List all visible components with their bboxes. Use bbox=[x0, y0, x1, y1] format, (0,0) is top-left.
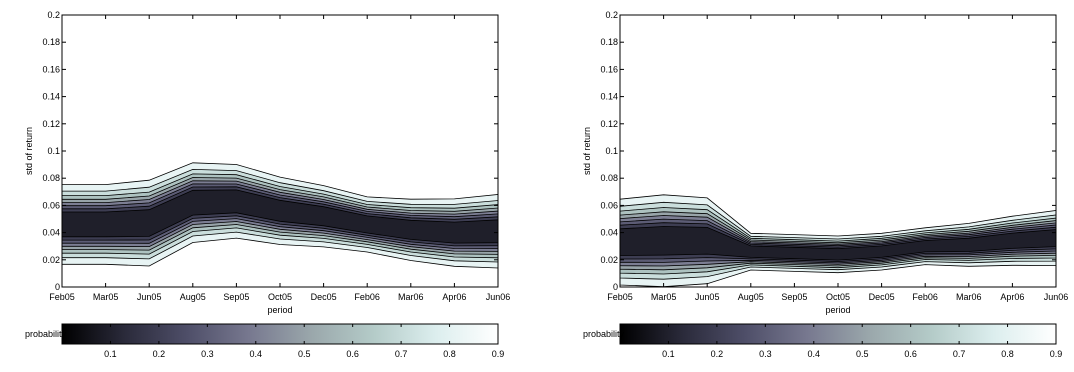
right-y-ticks: 0 0.02 0.04 0.06 0.08 0.1 0.12 0.14 0.16 0.18 0.2 bbox=[600, 10, 1056, 292]
colorbar-tick-label: 0.6 bbox=[346, 349, 359, 359]
x-tick-label: Sep05 bbox=[781, 292, 807, 302]
right-contour-panel: 00.020.040.060.080.10.120.140.160.180.2 … bbox=[582, 10, 1068, 359]
y-tick-label: 0.04 bbox=[600, 228, 618, 238]
colorbar-tick-label: 0.3 bbox=[201, 349, 214, 359]
left-contour-fills bbox=[61, 162, 499, 269]
colorbar-tick-label: 0.9 bbox=[492, 349, 505, 359]
colorbar-tick-label: 0.1 bbox=[104, 349, 117, 359]
left-colorbar-ticks: 0.1 0.2 0.3 0.4 0.5 0.6 0.7 0.8 0.9 bbox=[104, 324, 504, 359]
x-tick-label: Feb06 bbox=[912, 292, 938, 302]
x-tick-label: Mar06 bbox=[956, 292, 982, 302]
y-tick-label: 0.08 bbox=[600, 173, 618, 183]
y-tick-label: 0.2 bbox=[605, 10, 618, 20]
x-tick-label: Mar05 bbox=[651, 292, 677, 302]
colorbar-tick-label: 0.3 bbox=[759, 349, 772, 359]
x-tick-label: Feb05 bbox=[49, 292, 75, 302]
left-colorbar-gradient bbox=[61, 323, 499, 345]
y-tick-label: 0.16 bbox=[42, 64, 60, 74]
y-tick-label: 0.02 bbox=[600, 255, 618, 265]
x-tick-label: Oct05 bbox=[826, 292, 850, 302]
left-y-axis-label: std of return bbox=[24, 127, 34, 175]
y-tick-label: 0.06 bbox=[600, 200, 618, 210]
colorbar-tick-label: 0.5 bbox=[856, 349, 869, 359]
right-x-ticks: Feb05 Mar05 Jun05 Aug05 Sep05 Oct05 Dec05 Feb06… bbox=[607, 15, 1068, 302]
y-tick-label: 0.18 bbox=[600, 37, 618, 47]
colorbar-tick-label: 0.1 bbox=[662, 349, 675, 359]
y-tick-label: 0.14 bbox=[42, 92, 60, 102]
colorbar-tick-label: 0.5 bbox=[298, 349, 311, 359]
colorbar-tick-label: 0.4 bbox=[250, 349, 263, 359]
x-tick-label: Jun06 bbox=[1044, 292, 1069, 302]
colorbar-tick-label: 0.2 bbox=[153, 349, 166, 359]
y-tick-label: 0.06 bbox=[42, 200, 60, 210]
y-tick-label: 0.18 bbox=[42, 37, 60, 47]
y-tick-label: 0.14 bbox=[600, 92, 618, 102]
left-colorbar-label: probability bbox=[25, 329, 67, 339]
x-tick-label: Mar06 bbox=[398, 292, 424, 302]
x-tick-label: Oct05 bbox=[268, 292, 292, 302]
y-tick-label: 0.2 bbox=[47, 10, 60, 20]
x-tick-label: Sep05 bbox=[223, 292, 249, 302]
y-tick-label: 0.04 bbox=[42, 228, 60, 238]
right-colorbar-ticks: 0.1 0.2 0.3 0.4 0.5 0.6 0.7 0.8 0.9 bbox=[662, 324, 1062, 359]
colorbar-tick-label: 0.9 bbox=[1050, 349, 1063, 359]
x-tick-label: Mar05 bbox=[93, 292, 119, 302]
y-tick-label: 0.1 bbox=[605, 146, 618, 156]
x-tick-label: Apr06 bbox=[1000, 292, 1024, 302]
left-contour-panel: 00.020.040.060.080.10.120.140.160.180.2 … bbox=[24, 10, 510, 359]
x-tick-label: Feb05 bbox=[607, 292, 633, 302]
y-tick-label: 0.02 bbox=[42, 255, 60, 265]
colorbar-tick-label: 0.7 bbox=[953, 349, 966, 359]
x-tick-label: Jun06 bbox=[486, 292, 511, 302]
x-tick-label: Aug05 bbox=[738, 292, 764, 302]
left-y-ticks: 0 0.02 0.04 0.06 0.08 0.1 0.12 0.14 0.16 0.18 0.2 bbox=[42, 10, 498, 292]
right-colorbar: probability 0.1 0.2 0.3 0.4 0.5 0.6 0.7 0.8 0.9 bbox=[583, 323, 1062, 359]
right-y-axis-label: std of return bbox=[582, 127, 592, 175]
left-x-axis-label: period bbox=[267, 305, 292, 315]
right-colorbar-label: probability bbox=[583, 329, 625, 339]
left-colorbar: probability 0.1 0.2 0.3 0.4 0.5 0.6 0.7 0.8 0.9 bbox=[25, 323, 504, 359]
right-colorbar-gradient bbox=[619, 323, 1057, 345]
x-tick-label: Jun05 bbox=[137, 292, 162, 302]
x-tick-label: Aug05 bbox=[180, 292, 206, 302]
x-tick-label: Jun05 bbox=[695, 292, 720, 302]
y-tick-label: 0 bbox=[55, 282, 60, 292]
x-tick-label: Dec05 bbox=[869, 292, 895, 302]
x-tick-label: Dec05 bbox=[311, 292, 337, 302]
colorbar-tick-label: 0.4 bbox=[808, 349, 821, 359]
y-tick-label: 0.12 bbox=[600, 119, 618, 129]
colorbar-tick-label: 0.2 bbox=[711, 349, 724, 359]
colorbar-tick-label: 0.7 bbox=[395, 349, 408, 359]
y-tick-label: 0 bbox=[613, 282, 618, 292]
right-contour-fills bbox=[619, 194, 1057, 288]
colorbar-tick-label: 0.6 bbox=[904, 349, 917, 359]
right-x-axis-label: period bbox=[825, 305, 850, 315]
y-tick-label: 0.16 bbox=[600, 64, 618, 74]
x-tick-label: Feb06 bbox=[354, 292, 380, 302]
y-tick-label: 0.08 bbox=[42, 173, 60, 183]
left-x-ticks: Feb05 Mar05 Jun05 Aug05 Sep05 Oct05 Dec05 Feb06… bbox=[49, 15, 510, 302]
colorbar-tick-label: 0.8 bbox=[443, 349, 456, 359]
y-tick-label: 0.1 bbox=[47, 146, 60, 156]
x-tick-label: Apr06 bbox=[442, 292, 466, 302]
colorbar-tick-label: 0.8 bbox=[1001, 349, 1014, 359]
y-tick-label: 0.12 bbox=[42, 119, 60, 129]
